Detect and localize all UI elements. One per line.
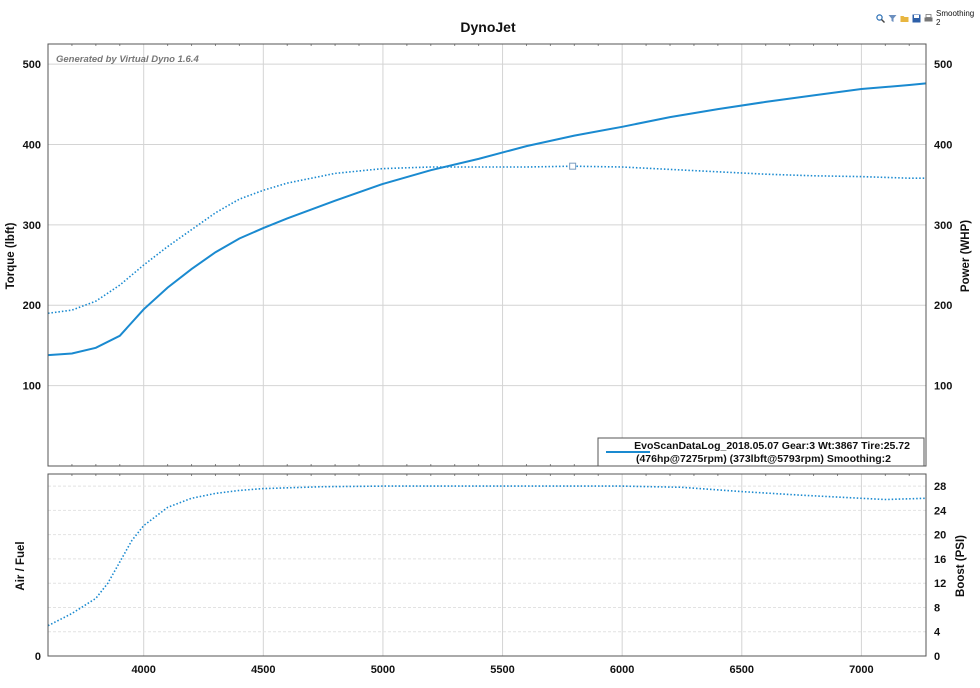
rpm-tick-label: 4000 — [131, 664, 155, 676]
power-series-line — [47, 82, 927, 357]
legend-line-1: EvoScanDataLog_2018.05.07 Gear:3 Wt:3867… — [634, 440, 910, 452]
power-tick-label: 400 — [934, 139, 952, 151]
power-tick-label: 200 — [934, 300, 952, 312]
airfuel-tick-label: 0 — [35, 651, 41, 663]
watermark: Generated by Virtual Dyno 1.6.4 — [56, 54, 199, 65]
zoom-icon[interactable] — [876, 13, 885, 23]
boost-tick-label: 20 — [934, 530, 946, 542]
peak-marker — [569, 162, 577, 170]
torque-tick-label: 200 — [23, 300, 41, 312]
boost-tick-label: 8 — [934, 602, 940, 614]
print-icon[interactable] — [924, 13, 933, 23]
top-plot-frame — [47, 43, 927, 467]
bottom-plot-frame — [47, 473, 927, 657]
power-tick-label: 500 — [934, 59, 952, 71]
boost-series — [47, 485, 927, 627]
rpm-tick-label: 6000 — [610, 664, 634, 676]
power-axis-label: Power (WHP) — [960, 220, 972, 292]
filter-icon[interactable] — [888, 14, 897, 23]
boost-tick-label: 4 — [934, 627, 941, 639]
torque-tick-label: 100 — [23, 381, 41, 393]
torque-series-line — [47, 165, 926, 315]
rpm-tick-label: 6500 — [730, 664, 754, 676]
power-tick-label: 100 — [934, 381, 952, 393]
boost-axis-label: Boost (PSI) — [955, 535, 967, 597]
chart-title: DynoJet — [460, 19, 516, 35]
legend: EvoScanDataLog_2018.05.07 Gear:3 Wt:3867… — [597, 437, 925, 467]
boost-tick-label: 0 — [934, 651, 940, 663]
folder-icon[interactable] — [900, 14, 909, 23]
boost-tick-label: 28 — [934, 481, 946, 493]
torque-tick-label: 500 — [23, 59, 41, 71]
torque-power-grid: 100 200 300 400 500 100 200 300 400 500 — [23, 44, 952, 466]
boost-tick-label: 12 — [934, 578, 946, 590]
rpm-tick-label: 5000 — [371, 664, 395, 676]
rpm-tick-label: 7000 — [849, 664, 873, 676]
torque-tick-label: 400 — [23, 139, 41, 151]
legend-line-2: (476hp@7275rpm) (373lbft@5793rpm) Smooth… — [636, 453, 891, 465]
boost-tick-label: 24 — [934, 505, 947, 517]
toolbar: Smoothing 2 — [876, 9, 980, 27]
afr-boost-grid: 4000 4500 5000 5500 6000 6500 7000 0 4 8 12 16 20 24 2… — [35, 474, 947, 676]
boost-tick-label: 16 — [934, 554, 946, 566]
save-icon[interactable] — [912, 14, 921, 23]
torque-power-series — [47, 82, 927, 357]
torque-axis-label: Torque (lbft) — [5, 222, 17, 289]
rpm-tick-label: 4500 — [251, 664, 275, 676]
airfuel-axis-label: Air / Fuel — [15, 541, 27, 590]
torque-tick-label: 300 — [23, 220, 41, 232]
power-tick-label: 300 — [934, 220, 952, 232]
rpm-tick-label: 5500 — [490, 664, 514, 676]
boost-series-line — [47, 485, 927, 627]
smoothing-select[interactable]: Smoothing 2 — [936, 9, 975, 27]
